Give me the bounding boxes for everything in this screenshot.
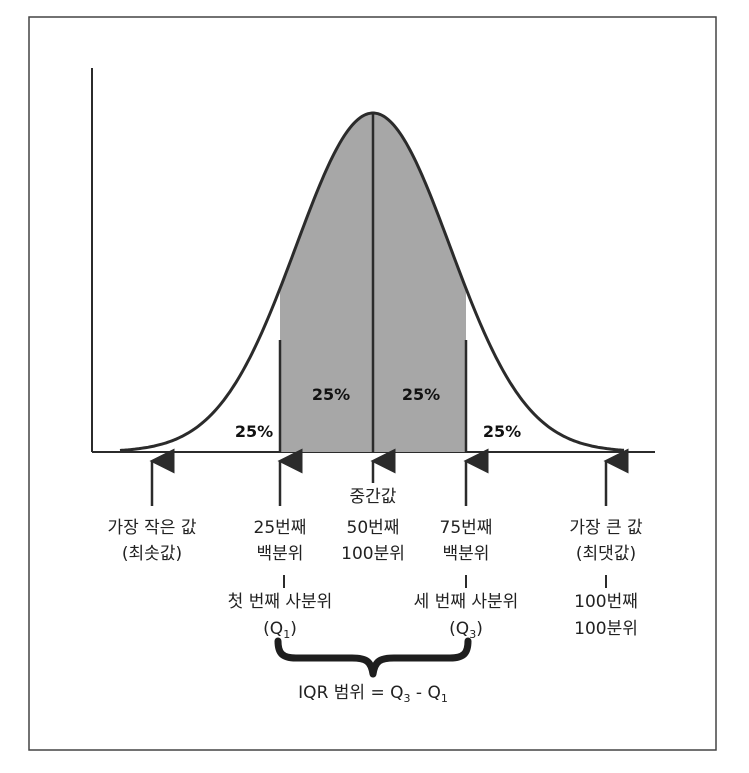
q3-label: (Q3) [449, 619, 483, 641]
median-label-line2: 50번째 [347, 518, 400, 538]
p75-label-line1: 75번째 [440, 518, 493, 538]
p25-label-line3: 첫 번째 사분위 [228, 592, 333, 612]
median-label-line3: 100분위 [341, 544, 405, 564]
iqr-curly-brace [274, 637, 472, 678]
median-label-line1: 중간값 [350, 487, 397, 507]
percent-label-q1-median: 25% [312, 385, 350, 404]
p75-label-line3: 세 번째 사분위 [414, 592, 519, 612]
diagram-frame [28, 16, 717, 751]
p75-label-line2: 백분위 [443, 544, 490, 564]
min-label-line1: 가장 작은 값 [107, 518, 196, 538]
min-label-line2: (최솟값) [122, 544, 182, 564]
max-label-line3: 100번째 [574, 592, 638, 612]
max-label-line1: 가장 큰 값 [569, 518, 643, 538]
percent-label-q3-tail: 25% [483, 422, 521, 441]
p25-label-line2: 백분위 [257, 544, 304, 564]
max-label-line2: (최댓값) [576, 544, 636, 564]
p25-label-line1: 25번째 [254, 518, 307, 538]
percent-label-q1-tail: 25% [235, 422, 273, 441]
percent-label-median-q3: 25% [402, 385, 440, 404]
q1-label: (Q1) [263, 619, 297, 641]
max-label-line4: 100분위 [574, 619, 638, 639]
iqr-formula: IQR 범위 = Q3 - Q1 [298, 683, 448, 705]
